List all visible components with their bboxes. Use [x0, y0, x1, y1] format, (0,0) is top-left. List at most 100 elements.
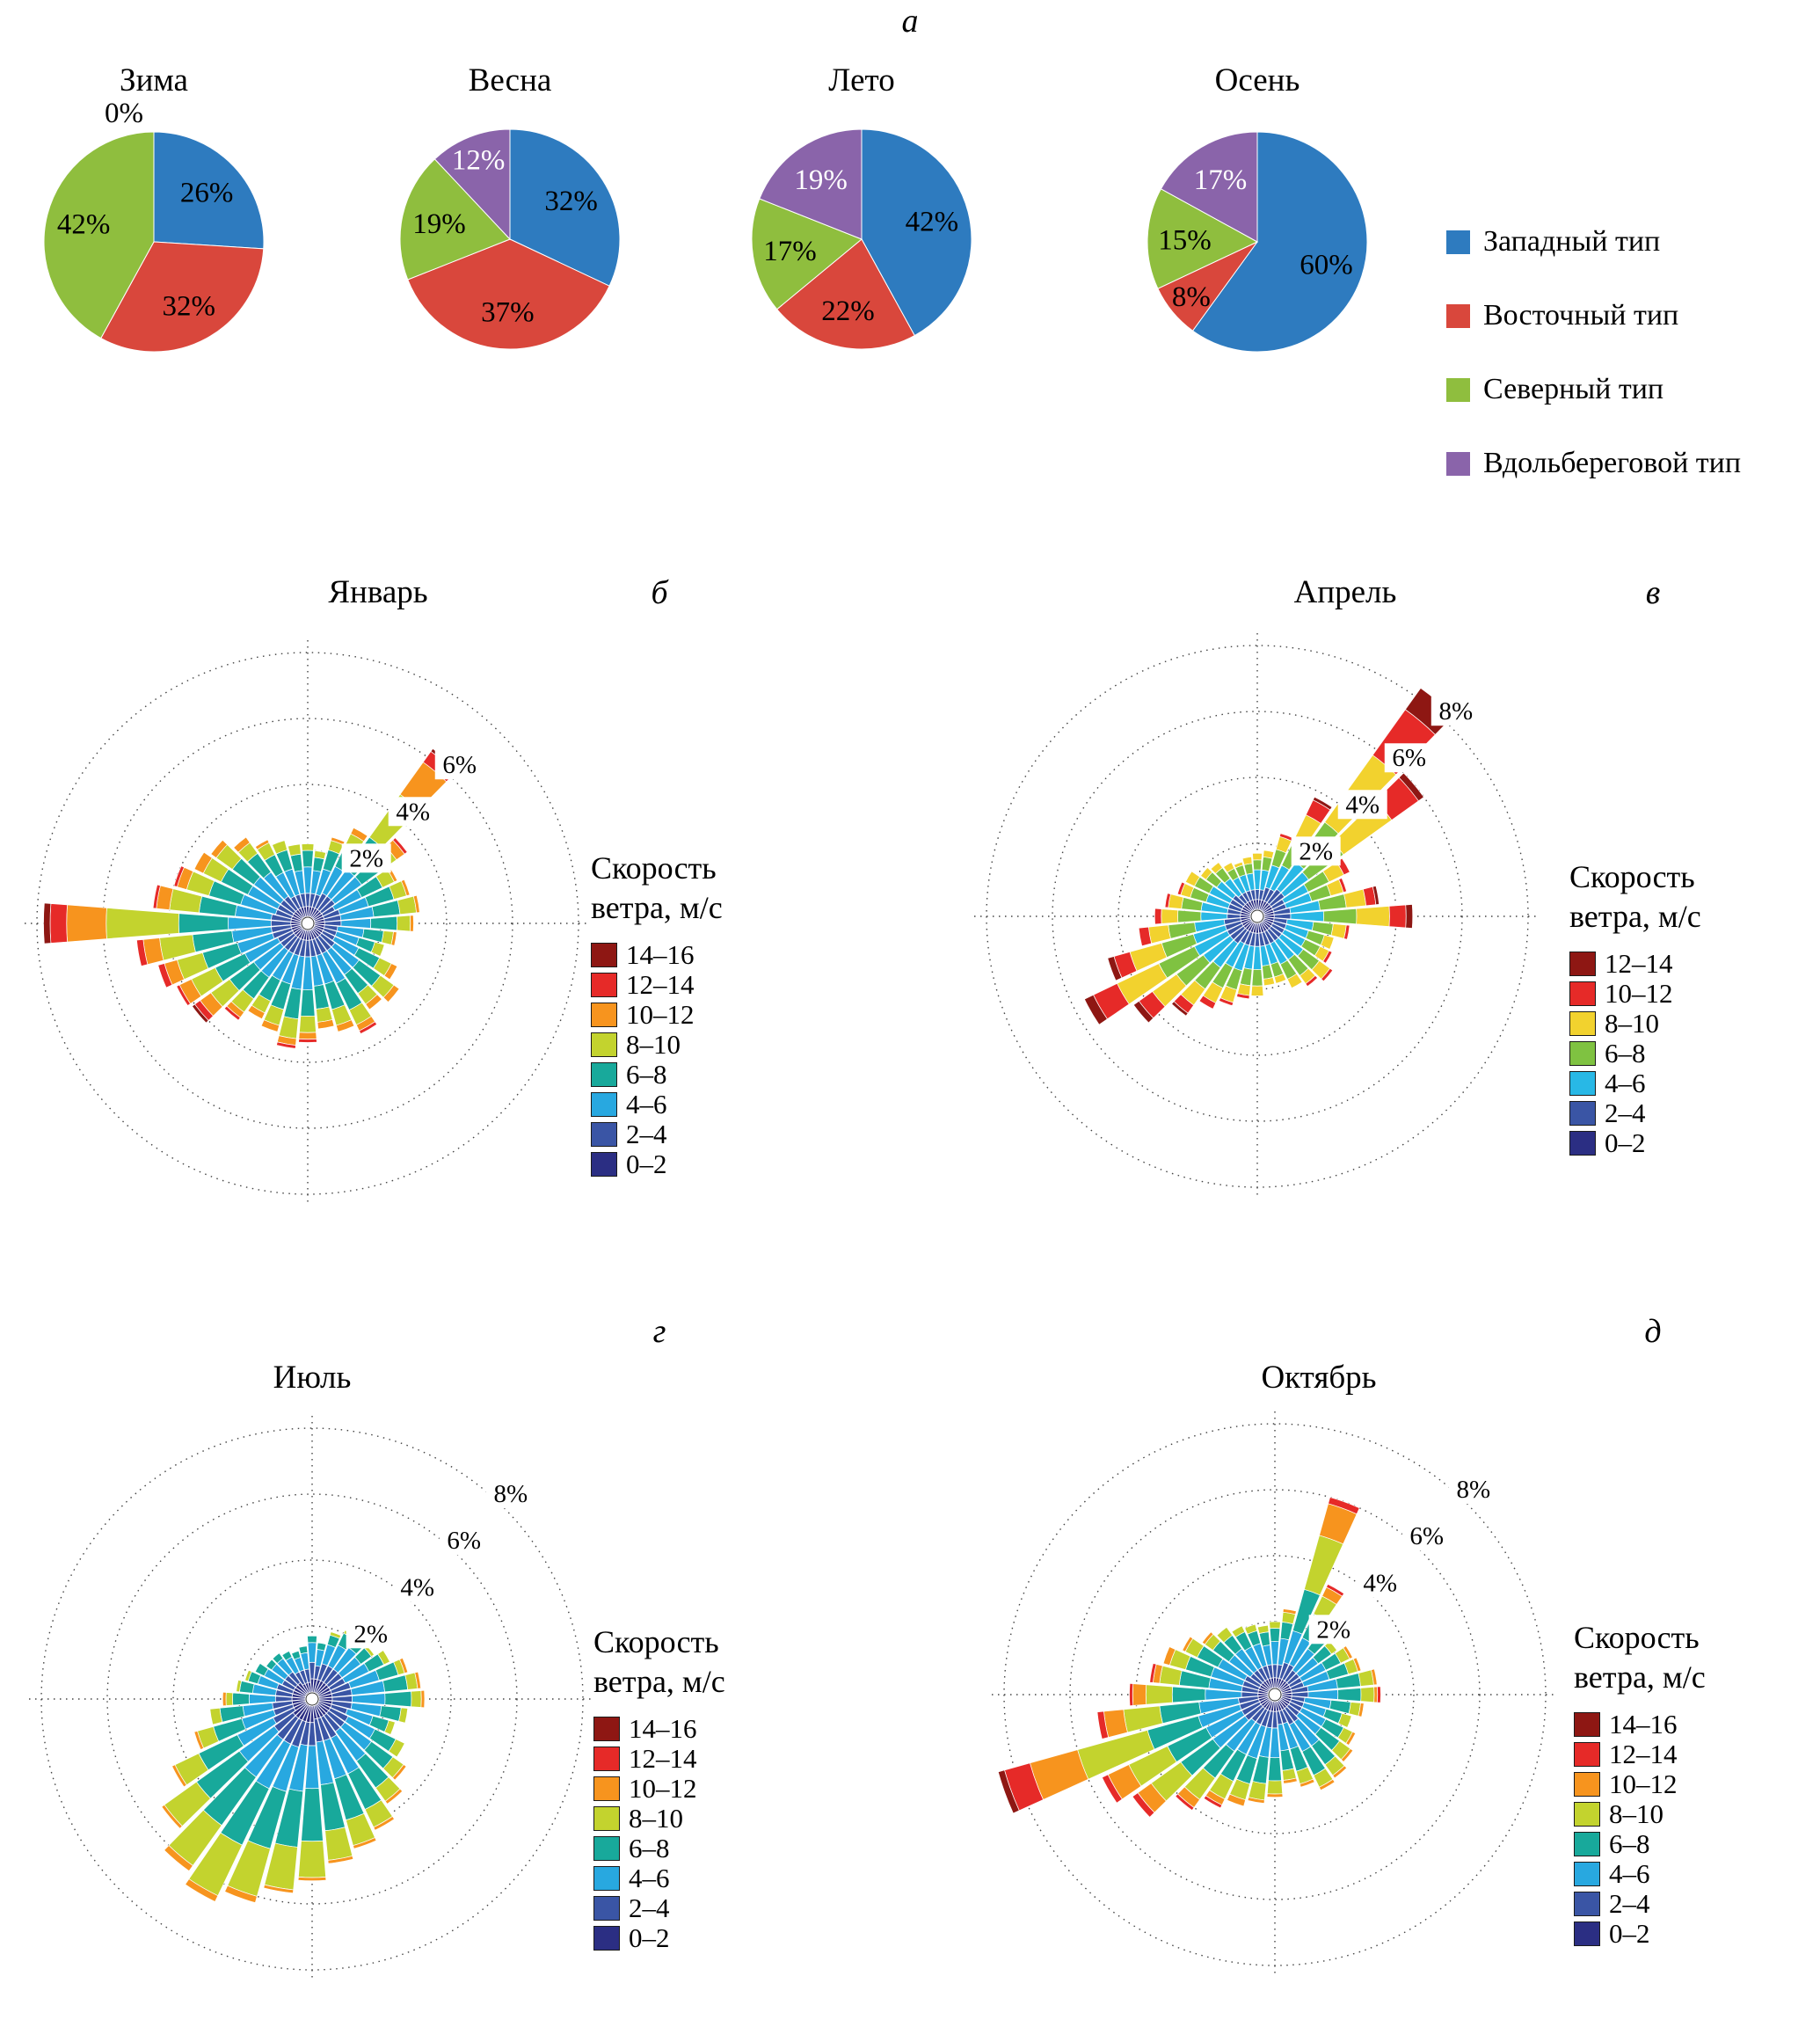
legend-swatch: [1574, 1892, 1600, 1916]
rose-sector: [1352, 1657, 1362, 1673]
legend-swatch: [1574, 1712, 1600, 1737]
rose-sector: [185, 1878, 219, 1902]
rose-sector: [1371, 1668, 1378, 1686]
legend-item: Западный тип: [1446, 225, 1816, 259]
rose-sector: [164, 1844, 193, 1872]
rose-legend-list: 14–16 12–14 10–12 8–10 6–8 4–6 2–4 0–2: [593, 1713, 857, 1953]
legend-label: 6–8: [629, 1833, 670, 1863]
rose-sector: [1377, 1686, 1381, 1703]
legend-label: 2–4: [626, 1119, 667, 1149]
ring-label-bg: [1337, 790, 1387, 820]
rose-sector: [278, 1016, 299, 1039]
rose-sector: [1299, 1778, 1315, 1788]
pie-slice: [1160, 131, 1258, 243]
legend-item: 6–8: [591, 1059, 855, 1090]
rose-sector: [248, 1694, 276, 1704]
rose-legend-april: Скорость ветра, м/с 12–14 10–12 8–10 6–8 4–6 2–…: [1569, 857, 1820, 1158]
ring-label-bg: [1355, 1568, 1405, 1598]
ring-label: 4%: [396, 798, 430, 826]
legend-swatch: [1569, 1131, 1596, 1156]
rose-sector: [1263, 850, 1275, 859]
legend-label: 12–14: [1605, 948, 1673, 979]
rose-sector: [176, 984, 192, 1006]
rose-sector: [1247, 1797, 1265, 1805]
rose-sector: [1250, 985, 1264, 996]
rose-sector: [1270, 1641, 1280, 1666]
legend-swatch: [593, 1896, 620, 1921]
rose-sector: [1231, 1625, 1246, 1638]
legend-swatch: [593, 1747, 620, 1771]
rose-sector: [399, 1657, 409, 1674]
rose-sector: [225, 1692, 234, 1706]
ring-label-bg: [434, 750, 484, 780]
rose-sector: [1227, 1793, 1247, 1807]
rose-sector: [317, 1019, 335, 1030]
ring-label: 2%: [353, 1620, 388, 1648]
rose-legend-title: Скорость ветра, м/с: [1569, 859, 1701, 934]
wind-rose-january: 2% 4% 6%: [0, 616, 615, 1231]
legend-item: 6–8: [1569, 1038, 1820, 1068]
legend-label: 4–6: [626, 1089, 667, 1119]
rose-sector: [1270, 1727, 1280, 1759]
pie-chart-summer: 42% 22% 17% 19%: [747, 125, 976, 354]
rose-sector: [1201, 1631, 1214, 1645]
rose-sector: [1182, 1636, 1194, 1652]
rose-sector: [1233, 861, 1244, 869]
rose-sector: [1356, 906, 1390, 927]
panel-label-b: б: [651, 574, 668, 611]
rose-sector: [1200, 867, 1213, 880]
rose-sector: [254, 1662, 269, 1677]
rose-sector: [1138, 926, 1153, 947]
rose-sector: [1263, 977, 1276, 987]
pie-svg-summer: 42% 22%17% 19%: [751, 128, 972, 350]
rose-sector: [43, 902, 52, 944]
rose-sector: [66, 904, 107, 943]
rose-sector: [1184, 871, 1201, 887]
rose-sector: [317, 1642, 327, 1652]
rose-sector: [1268, 1757, 1282, 1782]
ring-label-bg: [1448, 1475, 1498, 1505]
pie-legend: Западный тип Восточный тип Северный тип Вдо…: [1446, 225, 1816, 521]
legend-swatch: [1569, 981, 1596, 1006]
rose-sector: [1253, 869, 1262, 890]
pie-slice: [509, 128, 621, 287]
rose-sector: [1162, 1646, 1176, 1666]
pie-chart-winter: 26% 32% 42% 0%: [40, 98, 268, 356]
ring-label-bg: [1431, 696, 1481, 726]
legend-item: 8–10: [1574, 1798, 1820, 1829]
rose-sector: [1241, 856, 1253, 865]
ring-label: 8%: [493, 1480, 528, 1508]
rose-sector: [301, 843, 315, 851]
pie-slice: [100, 241, 265, 353]
legend-label: Восточный тип: [1483, 299, 1679, 332]
legend-item: 14–16: [591, 939, 855, 970]
rose-sector: [1159, 1665, 1183, 1686]
rose-sector: [1307, 1689, 1339, 1700]
rose-sector: [1343, 888, 1367, 908]
legend-item: 4–6: [591, 1089, 855, 1119]
wind-rose-july: 2% 4% 6% 8%: [4, 1391, 620, 2007]
legend-item: 2–4: [1569, 1098, 1820, 1128]
rose-sector: [272, 1652, 284, 1664]
legend-item: 12–14: [591, 969, 855, 1000]
rose-sector: [1358, 1703, 1365, 1717]
rose-svg-april: 2% 4% 6% 8%: [974, 633, 1540, 1200]
rose-legend-january: Скорость ветра, м/с 14–16 12–14 10–12 8–10 6–8…: [591, 849, 855, 1179]
legend-item: 0–2: [1574, 1918, 1820, 1949]
pie-value-label: 19%: [794, 164, 848, 196]
legend-swatch: [591, 973, 617, 997]
rose-center: [301, 916, 315, 930]
rose-sector: [313, 850, 327, 860]
wind-rose-october: 2% 4% 6% 8%: [967, 1387, 1583, 2002]
rose-sector: [297, 1877, 327, 1882]
legend-swatch: [591, 1032, 617, 1057]
legend-item: 6–8: [593, 1833, 857, 1863]
rose-sector: [209, 1707, 223, 1725]
rose-sector: [1303, 1535, 1344, 1596]
rose-sector: [1372, 885, 1380, 906]
rose-sector: [1176, 881, 1186, 896]
rose-legend-list: 14–16 12–14 10–12 8–10 6–8 4–6 2–4 0–2: [591, 939, 855, 1179]
rose-sector: [1129, 1682, 1134, 1707]
rose-title-october: Октябрь: [1261, 1360, 1377, 1396]
